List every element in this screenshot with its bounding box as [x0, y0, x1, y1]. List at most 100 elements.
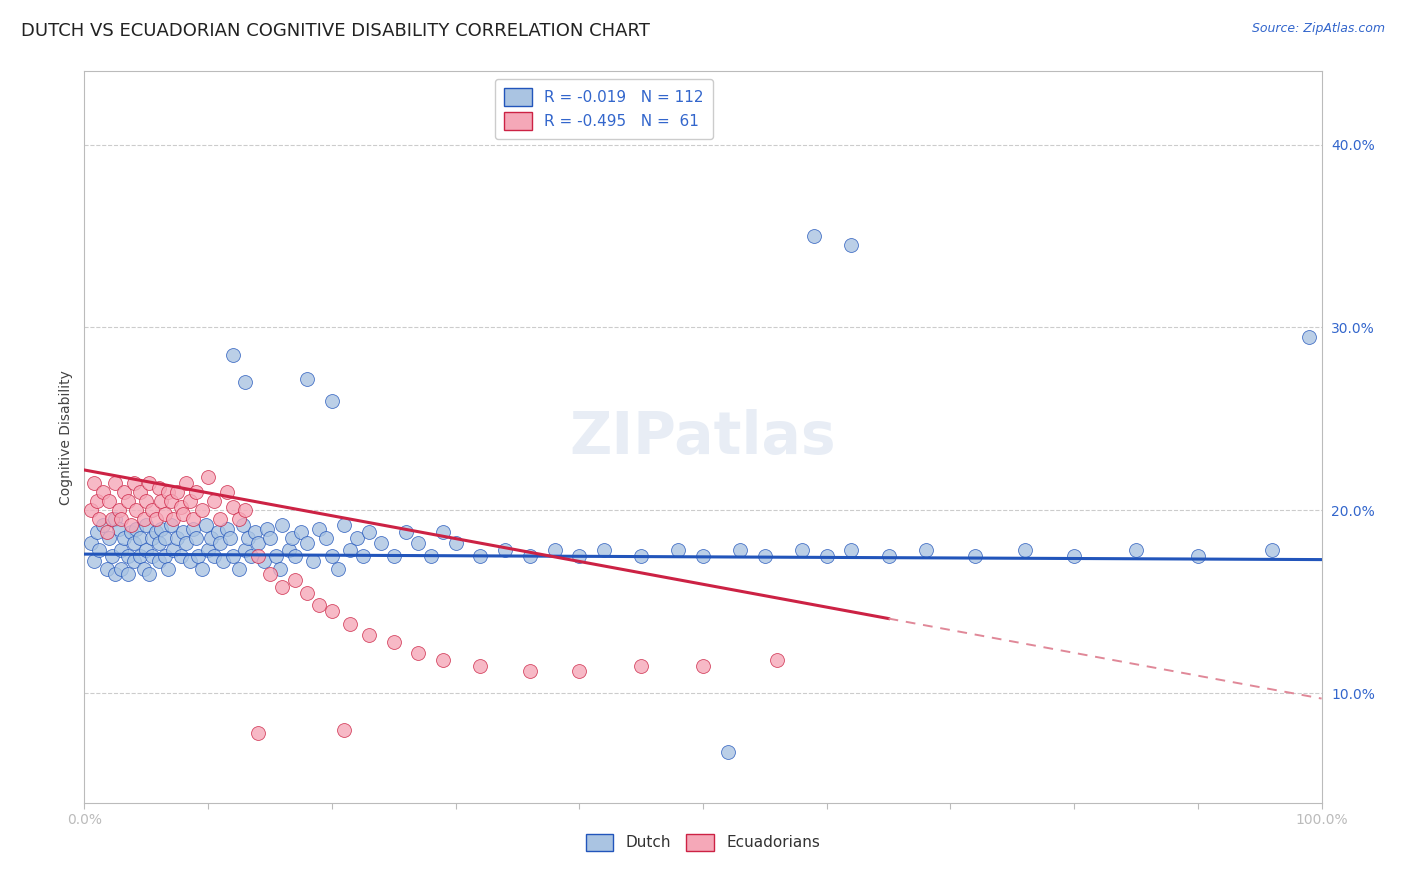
Point: [160, 517, 183, 532]
Point: [728, 543, 751, 558]
Point: [408, 646, 430, 660]
Point: [179, 494, 201, 508]
Point: [150, 494, 173, 508]
Point: [89, 543, 111, 558]
Point: [222, 549, 245, 563]
Point: [145, 512, 167, 526]
Point: [120, 525, 142, 540]
Point: [162, 543, 184, 558]
Point: [172, 525, 194, 540]
Point: [153, 549, 176, 563]
Point: [141, 503, 163, 517]
Point: [494, 543, 516, 558]
Point: [153, 531, 176, 545]
Point: [191, 503, 214, 517]
Point: [256, 521, 278, 535]
Point: [148, 536, 170, 550]
Point: [408, 536, 430, 550]
Point: [395, 525, 418, 540]
Point: [132, 562, 155, 576]
Point: [877, 549, 900, 563]
Point: [181, 512, 204, 526]
Point: [98, 494, 121, 508]
Point: [243, 525, 266, 540]
Point: [135, 517, 157, 532]
Point: [470, 549, 492, 563]
Point: [568, 664, 591, 678]
Point: [308, 599, 330, 613]
Point: [98, 531, 121, 545]
Point: [841, 543, 863, 558]
Point: [86, 525, 108, 540]
Point: [233, 543, 256, 558]
Point: [246, 549, 269, 563]
Point: [295, 536, 318, 550]
Point: [135, 543, 157, 558]
Point: [370, 536, 392, 550]
Point: [543, 543, 565, 558]
Point: [170, 549, 193, 563]
Point: [100, 512, 122, 526]
Point: [240, 549, 263, 563]
Point: [815, 549, 838, 563]
Point: [138, 475, 160, 490]
Point: [166, 485, 188, 500]
Point: [108, 503, 131, 517]
Point: [222, 500, 245, 514]
Point: [100, 549, 122, 563]
Point: [145, 525, 167, 540]
Point: [166, 531, 188, 545]
Point: [766, 653, 789, 667]
Point: [965, 549, 987, 563]
Point: [117, 494, 139, 508]
Point: [197, 543, 219, 558]
Point: [83, 554, 105, 568]
Point: [914, 543, 936, 558]
Point: [79, 503, 101, 517]
Point: [692, 549, 714, 563]
Point: [382, 549, 405, 563]
Point: [228, 512, 250, 526]
Point: [357, 525, 380, 540]
Point: [1125, 543, 1147, 558]
Point: [212, 554, 235, 568]
Point: [284, 573, 307, 587]
Point: [568, 549, 591, 563]
Point: [295, 371, 318, 385]
Point: [91, 485, 114, 500]
Point: [157, 485, 180, 500]
Point: [271, 517, 294, 532]
Point: [184, 531, 207, 545]
Point: [228, 562, 250, 576]
Point: [803, 229, 825, 244]
Point: [141, 549, 163, 563]
Point: [321, 604, 343, 618]
Point: [129, 485, 152, 500]
Point: [290, 525, 312, 540]
Point: [104, 512, 127, 526]
Point: [1063, 549, 1085, 563]
Point: [194, 517, 217, 532]
Point: [269, 562, 291, 576]
Point: [470, 658, 492, 673]
Point: [141, 531, 163, 545]
Point: [630, 549, 652, 563]
Point: [352, 549, 374, 563]
Point: [86, 494, 108, 508]
Point: [315, 531, 337, 545]
Point: [120, 517, 142, 532]
Point: [222, 348, 245, 362]
Point: [281, 531, 304, 545]
Y-axis label: Cognitive Disability: Cognitive Disability: [59, 369, 73, 505]
Point: [302, 554, 325, 568]
Point: [125, 521, 148, 535]
Point: [219, 531, 242, 545]
Point: [112, 531, 135, 545]
Point: [79, 536, 101, 550]
Point: [259, 567, 281, 582]
Point: [519, 664, 541, 678]
Point: [129, 549, 152, 563]
Point: [170, 500, 193, 514]
Point: [202, 494, 225, 508]
Point: [630, 658, 652, 673]
